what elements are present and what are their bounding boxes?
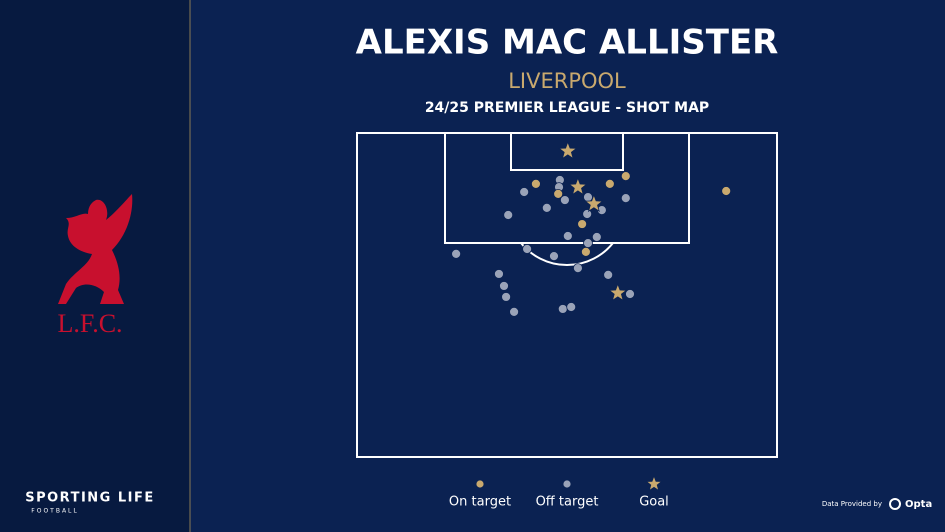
shot — [501, 292, 512, 302]
club-initials: L.F.C. — [57, 309, 122, 338]
shot — [562, 231, 573, 241]
shot — [531, 178, 541, 189]
shot — [582, 209, 593, 219]
legend-swatch — [645, 474, 663, 492]
legend-label: Off target — [536, 495, 599, 510]
shot — [541, 202, 552, 213]
shot — [566, 302, 577, 312]
shot — [560, 195, 570, 205]
pitch-outline — [356, 132, 778, 458]
chart-subtitle: LIVERPOOL — [508, 69, 626, 93]
legend-label: Goal — [639, 495, 669, 510]
shot — [549, 251, 559, 262]
penalty-arc — [520, 242, 614, 266]
shot — [603, 270, 614, 280]
legend-swatch — [562, 479, 572, 489]
shot — [499, 281, 509, 291]
six-yard-box — [510, 132, 624, 171]
shot — [620, 193, 631, 204]
shot — [509, 306, 519, 317]
chart-caption: 24/25 PREMIER LEAGUE - SHOT MAP — [425, 100, 709, 116]
shot — [581, 247, 591, 257]
shot — [620, 171, 631, 181]
provider: Opta — [905, 499, 932, 510]
shot — [519, 187, 530, 197]
shot — [494, 269, 504, 279]
shot — [553, 189, 564, 199]
legend-label: On target — [449, 495, 511, 510]
shot — [604, 178, 615, 189]
shot — [591, 232, 602, 242]
pitch — [356, 132, 778, 458]
goal-shot — [608, 282, 628, 302]
credit: Data Provided by — [822, 500, 882, 508]
shot — [577, 219, 588, 229]
legend-swatch — [475, 479, 485, 489]
shot — [721, 186, 732, 196]
goal-shot — [568, 176, 588, 196]
shot — [522, 244, 532, 254]
shot — [583, 238, 593, 249]
shot — [625, 289, 635, 299]
shot — [583, 192, 593, 203]
shot — [573, 263, 583, 274]
provider-icon — [889, 498, 901, 510]
chart-title: ALEXIS MAC ALLISTER — [356, 23, 779, 63]
shot — [503, 210, 514, 220]
brand-name: SPORTING LIFE — [25, 491, 155, 506]
club-crest — [58, 194, 133, 304]
shot — [451, 248, 462, 259]
shot — [557, 304, 568, 314]
goal-shot — [558, 140, 578, 160]
brand-sub: FOOTBALL — [31, 508, 78, 515]
goal-shot — [584, 193, 604, 213]
